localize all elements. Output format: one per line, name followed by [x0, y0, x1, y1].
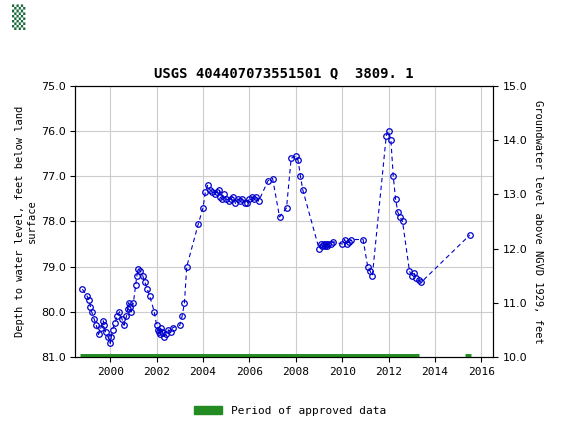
Y-axis label: Groundwater level above NGVD 1929, feet: Groundwater level above NGVD 1929, feet: [533, 100, 543, 343]
Text: ▒: ▒: [12, 5, 26, 30]
Text: USGS: USGS: [44, 9, 87, 27]
Title: USGS 404407073551501 Q  3809. 1: USGS 404407073551501 Q 3809. 1: [154, 67, 414, 81]
FancyBboxPatch shape: [3, 3, 35, 31]
Legend: Period of approved data: Period of approved data: [190, 401, 390, 420]
Y-axis label: Depth to water level, feet below land
surface: Depth to water level, feet below land su…: [15, 106, 37, 337]
